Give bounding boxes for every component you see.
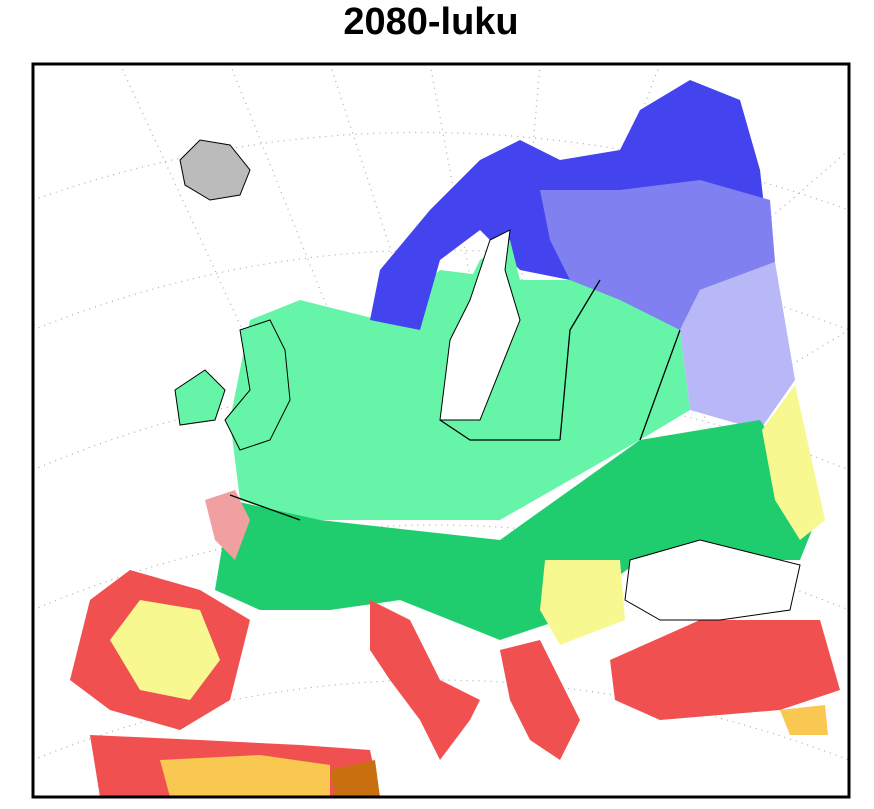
map-frame xyxy=(31,62,851,799)
iceland xyxy=(179,139,251,201)
zone-lavender xyxy=(680,262,795,430)
zone-brown-africa xyxy=(330,760,380,797)
zone-yellow-east xyxy=(762,385,825,540)
map-area xyxy=(31,62,851,799)
map-title: 2080-luku xyxy=(343,1,518,43)
zone-red-italy xyxy=(370,600,480,760)
ireland xyxy=(174,369,226,426)
zone-orange-levant xyxy=(780,705,828,735)
black-sea xyxy=(624,539,801,621)
zone-green xyxy=(215,420,820,640)
zone-red-turkey xyxy=(610,620,840,720)
zone-pink xyxy=(205,490,250,560)
baltic-sea xyxy=(439,229,521,421)
zone-light-blue xyxy=(540,180,775,330)
zone-yellow-balkan xyxy=(540,560,625,645)
great-britain xyxy=(224,319,291,451)
zone-yellow-iberia xyxy=(110,600,220,700)
zone-orange-africa xyxy=(160,755,330,797)
borders xyxy=(229,279,681,521)
zone-red-greece xyxy=(500,640,580,760)
